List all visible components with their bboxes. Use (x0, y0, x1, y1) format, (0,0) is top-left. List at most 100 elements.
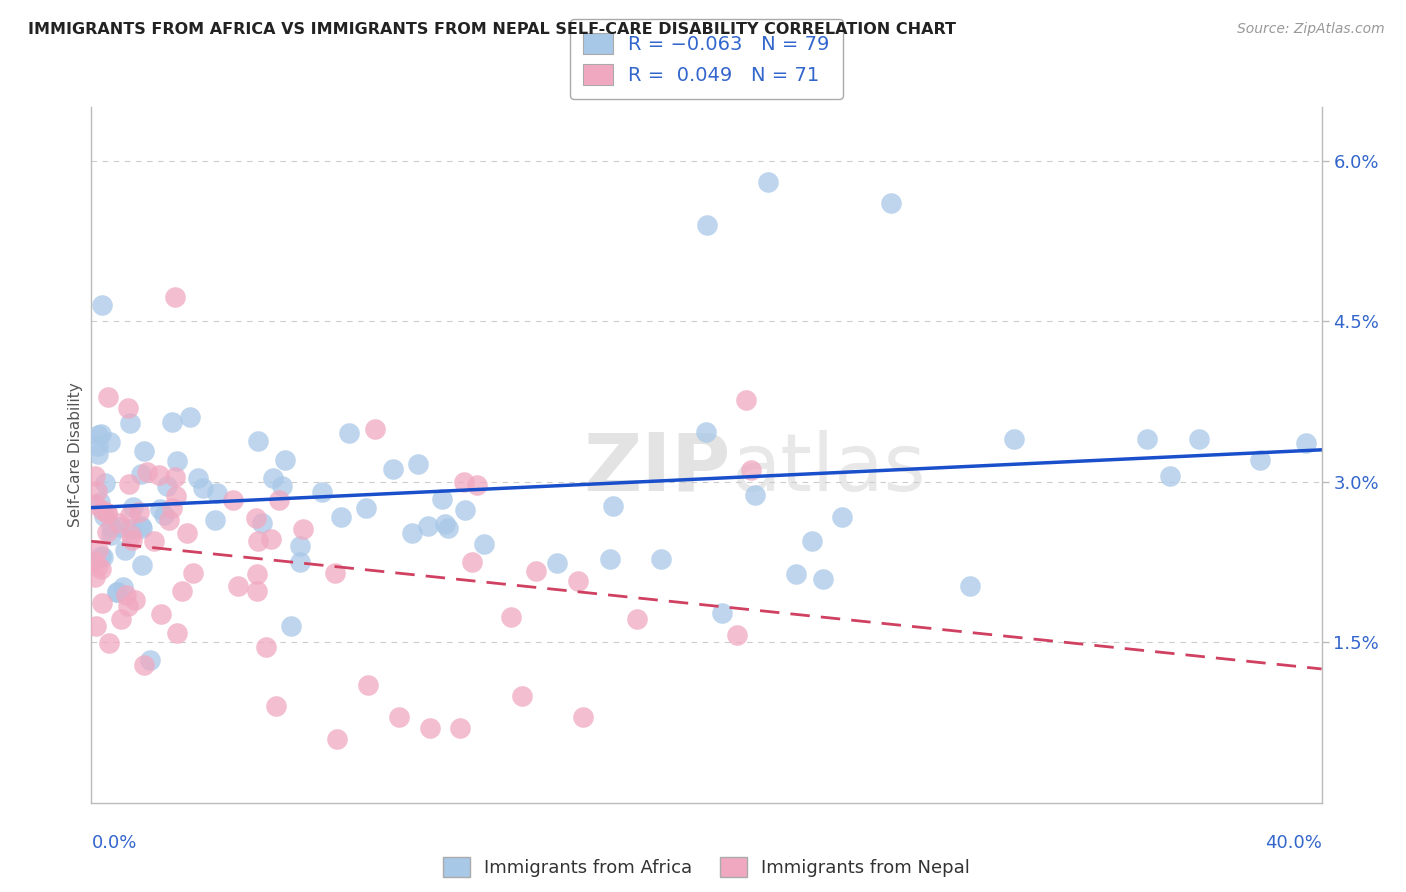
Point (121, 533, 143, 547)
Point (434, 517, 457, 532)
Point (432, 491, 454, 506)
Point (453, 475, 475, 489)
Point (354, 500, 377, 515)
Point (84, 570, 107, 584)
Point (118, 477, 141, 491)
Point (117, 401, 139, 415)
Point (86, 439, 108, 453)
Point (91, 550, 114, 565)
Point (87, 543, 110, 558)
Point (90, 426, 112, 441)
Point (401, 526, 423, 541)
Point (86, 483, 108, 498)
Point (274, 452, 297, 467)
Point (176, 526, 198, 541)
Point (128, 505, 150, 519)
Point (170, 583, 193, 598)
Y-axis label: Self-Care Disability: Self-Care Disability (67, 383, 83, 527)
Point (90, 562, 112, 576)
Point (226, 579, 249, 593)
Point (160, 501, 183, 516)
Point (108, 520, 131, 534)
Point (364, 421, 387, 435)
Point (388, 710, 411, 724)
Point (406, 457, 429, 471)
Point (1002, 432, 1025, 446)
Point (150, 607, 173, 622)
Point (1159, 469, 1181, 483)
Point (114, 588, 136, 602)
Point (98, 636, 121, 650)
Point (1249, 453, 1271, 467)
Point (157, 513, 180, 527)
Text: 40.0%: 40.0% (1265, 834, 1322, 852)
Point (90, 549, 112, 563)
Point (1187, 432, 1209, 446)
Point (143, 534, 166, 549)
Point (132, 443, 155, 458)
Point (139, 653, 162, 667)
Text: 0.0%: 0.0% (91, 834, 136, 852)
Point (267, 492, 290, 507)
Point (131, 521, 153, 535)
Point (129, 467, 152, 482)
Point (120, 522, 142, 536)
Point (86, 428, 108, 442)
Point (357, 678, 380, 692)
Point (111, 580, 134, 594)
Point (204, 513, 226, 527)
Point (330, 510, 353, 524)
Point (472, 537, 495, 551)
Point (165, 470, 187, 484)
Point (252, 516, 274, 531)
Point (264, 699, 287, 714)
Point (165, 290, 187, 304)
Point (453, 503, 475, 517)
Point (148, 468, 170, 483)
Point (131, 518, 153, 533)
Point (801, 534, 824, 549)
Point (89, 495, 111, 509)
Point (148, 501, 170, 516)
Point (117, 599, 139, 613)
Point (323, 566, 346, 580)
Point (87, 559, 110, 574)
Point (118, 416, 141, 430)
Point (86, 447, 108, 461)
Point (710, 606, 733, 620)
Point (501, 610, 523, 624)
Point (83, 554, 105, 568)
Point (247, 533, 270, 548)
Point (110, 612, 132, 626)
Point (100, 520, 122, 534)
Point (880, 196, 903, 211)
Point (105, 584, 128, 599)
Point (626, 612, 648, 626)
Text: atlas: atlas (731, 430, 925, 508)
Point (181, 566, 204, 581)
Point (725, 627, 748, 641)
Point (271, 479, 294, 493)
Point (118, 508, 141, 522)
Point (599, 552, 621, 566)
Point (166, 454, 188, 468)
Point (337, 425, 360, 440)
Point (105, 585, 128, 599)
Point (91, 298, 114, 312)
Point (245, 510, 267, 524)
Point (740, 463, 762, 477)
Point (84, 619, 107, 633)
Point (572, 710, 595, 724)
Point (83, 497, 105, 511)
Point (288, 555, 311, 569)
Point (131, 558, 153, 572)
Text: ZIP: ZIP (583, 430, 731, 508)
Point (114, 543, 136, 558)
Point (160, 415, 183, 429)
Point (291, 522, 314, 536)
Point (756, 175, 779, 189)
Point (744, 488, 766, 502)
Point (156, 479, 179, 493)
Point (166, 626, 188, 640)
Point (326, 731, 349, 746)
